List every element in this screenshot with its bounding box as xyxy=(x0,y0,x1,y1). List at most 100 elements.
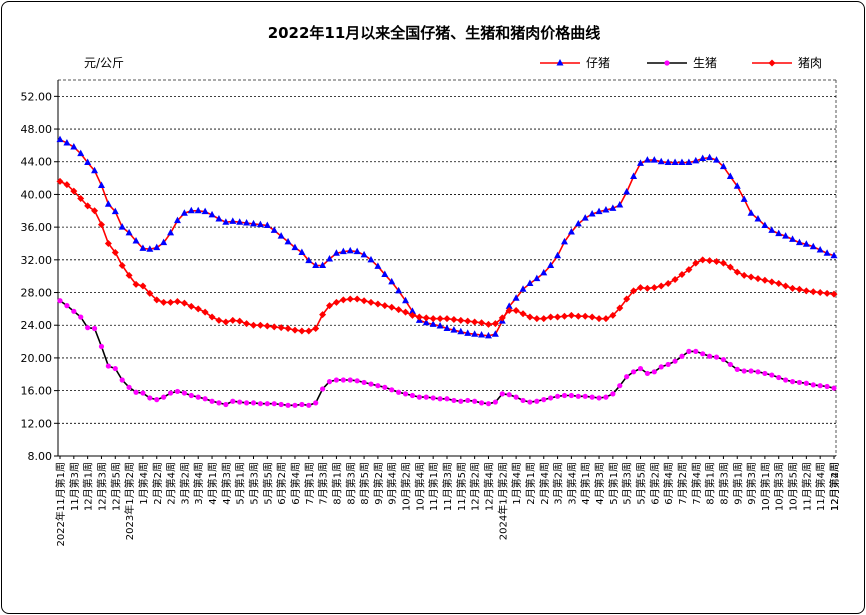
x-tick-label: 4月第1周 xyxy=(579,462,592,505)
x-tick-label: 8月第1周 xyxy=(330,462,343,505)
legend-item: 仔猪 xyxy=(540,56,610,70)
data-point-marker xyxy=(312,261,320,269)
data-point-marker xyxy=(332,249,340,256)
data-point-marker xyxy=(230,398,236,404)
data-point-marker xyxy=(326,379,333,385)
x-tick-label: 6月第4周 xyxy=(289,462,302,505)
data-point-marker xyxy=(568,392,574,399)
data-point-marker xyxy=(139,282,147,290)
data-point-marker xyxy=(506,392,512,398)
data-point-marker xyxy=(783,377,789,383)
data-point-marker xyxy=(263,221,271,228)
data-point-marker xyxy=(782,232,790,239)
data-point-marker xyxy=(754,214,762,222)
data-point-marker xyxy=(581,312,589,320)
data-point-marker xyxy=(809,242,817,250)
data-point-marker xyxy=(332,298,340,306)
x-tick-label: 9月第3周 xyxy=(745,462,758,505)
data-point-marker xyxy=(111,248,119,256)
data-point-marker xyxy=(119,377,125,383)
data-point-marker xyxy=(450,315,458,323)
data-point-marker xyxy=(270,323,278,331)
data-point-marker xyxy=(305,327,313,335)
data-point-marker xyxy=(803,380,809,386)
data-point-marker xyxy=(209,398,215,404)
data-point-marker xyxy=(700,351,706,357)
data-point-marker xyxy=(630,172,638,179)
x-tick-label: 12月第1周 xyxy=(82,462,95,511)
data-point-marker xyxy=(795,285,803,293)
data-point-marker xyxy=(699,154,707,161)
data-point-marker xyxy=(789,284,797,292)
y-tick-label: 8.00 xyxy=(28,450,53,463)
data-point-marker xyxy=(519,310,527,318)
data-point-marker xyxy=(526,313,534,321)
data-point-marker xyxy=(726,263,734,271)
data-point-marker xyxy=(541,397,547,403)
data-point-marker xyxy=(64,303,70,309)
data-point-marker xyxy=(91,166,99,174)
y-tick-label: 36.00 xyxy=(21,221,53,234)
data-point-marker xyxy=(367,255,375,263)
x-tick-label: 4月第3周 xyxy=(593,462,606,505)
data-point-marker xyxy=(560,312,568,320)
data-point-marker xyxy=(831,385,837,391)
data-point-marker xyxy=(313,400,319,406)
data-point-marker xyxy=(602,205,610,213)
data-point-marker xyxy=(561,392,568,399)
data-point-marker xyxy=(617,383,623,389)
data-point-marker xyxy=(741,368,747,374)
data-point-marker xyxy=(567,228,575,235)
data-point-marker xyxy=(422,314,430,322)
legend-label: 仔猪 xyxy=(586,56,610,70)
data-point-marker xyxy=(451,397,457,404)
data-point-marker xyxy=(153,296,161,304)
data-point-marker xyxy=(512,307,520,315)
data-point-marker xyxy=(429,315,437,323)
data-point-marker xyxy=(471,318,479,326)
data-point-marker xyxy=(574,312,582,320)
data-point-marker xyxy=(105,363,111,369)
data-point-marker xyxy=(84,158,92,166)
data-point-marker xyxy=(574,219,582,227)
data-point-marker xyxy=(713,354,720,360)
data-point-marker xyxy=(161,394,167,400)
data-point-marker xyxy=(644,370,651,377)
data-point-marker xyxy=(775,280,783,288)
x-tick-label: 12月第2周 xyxy=(469,462,482,511)
data-point-marker xyxy=(505,307,513,315)
legend: 仔猪 生猪 猪肉 xyxy=(540,56,822,70)
data-point-marker xyxy=(291,326,299,334)
data-point-marker xyxy=(795,238,803,246)
data-point-marker xyxy=(733,268,741,276)
x-tick-label: 9月第2周 xyxy=(372,462,385,505)
data-point-marker xyxy=(540,315,548,323)
data-point-marker xyxy=(637,159,644,166)
data-point-marker xyxy=(492,399,498,405)
data-point-marker xyxy=(347,377,353,383)
data-point-marker xyxy=(97,181,105,188)
data-point-marker xyxy=(457,316,465,324)
data-point-marker xyxy=(306,402,312,408)
data-point-marker xyxy=(748,368,754,374)
data-point-marker xyxy=(713,257,721,265)
series-live-hog xyxy=(57,298,837,408)
data-point-marker xyxy=(250,321,257,329)
data-point-marker xyxy=(154,397,160,403)
data-point-marker xyxy=(285,402,291,408)
data-point-marker xyxy=(298,327,306,335)
data-point-marker xyxy=(802,240,810,247)
x-tick-label: 5月第1周 xyxy=(234,462,247,505)
data-point-marker xyxy=(491,320,499,328)
x-tick-label: 2月第4周 xyxy=(538,462,551,505)
data-point-marker xyxy=(125,271,133,279)
data-point-marker xyxy=(368,381,374,387)
data-point-marker xyxy=(215,316,223,324)
data-point-marker xyxy=(484,331,492,339)
data-point-marker xyxy=(201,207,209,215)
data-point-marker xyxy=(250,219,257,227)
data-point-marker xyxy=(526,279,534,287)
data-point-marker xyxy=(194,305,202,313)
x-tick-label: 11月第3周 xyxy=(68,462,81,511)
data-point-marker xyxy=(776,374,782,381)
